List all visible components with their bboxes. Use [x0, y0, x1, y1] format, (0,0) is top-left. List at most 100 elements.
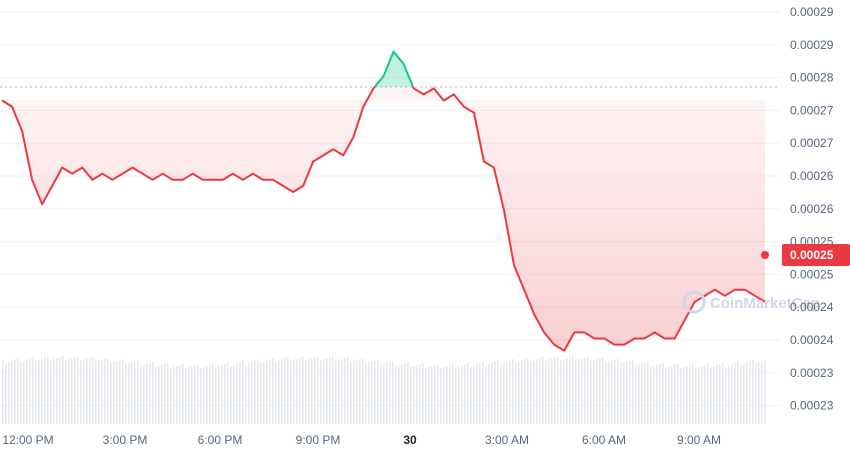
volume-bar	[551, 358, 553, 424]
volume-bar	[167, 363, 169, 424]
volume-bar	[230, 366, 232, 424]
volume-bar	[338, 359, 340, 424]
volume-bar	[497, 360, 499, 424]
volume-bar	[113, 361, 115, 424]
volume-bar	[200, 367, 202, 424]
volume-bar	[425, 367, 427, 424]
volume-bar	[503, 362, 505, 424]
volume-bar	[44, 357, 46, 424]
volume-bar	[413, 366, 415, 424]
volume-bar	[668, 366, 670, 424]
volume-bar	[239, 362, 241, 424]
volume-bar	[455, 367, 457, 424]
y-tick-label: 0.00027	[790, 136, 834, 150]
volume-bar	[299, 357, 301, 424]
volume-bar	[515, 362, 517, 424]
volume-bar	[149, 363, 151, 424]
volume-bar	[377, 360, 379, 424]
volume-bar	[437, 363, 439, 424]
volume-bar	[122, 359, 124, 424]
volume-bar	[611, 360, 613, 424]
volume-bar	[341, 358, 343, 424]
volume-bar	[395, 365, 397, 424]
volume-bar	[314, 357, 316, 424]
volume-bar	[644, 362, 646, 424]
volume-bar	[683, 366, 685, 424]
volume-bar	[623, 362, 625, 424]
x-tick-label: 30	[403, 433, 417, 447]
volume-bar	[23, 360, 25, 424]
volume-bar	[119, 360, 121, 424]
volume-bar	[488, 364, 490, 424]
volume-bar	[422, 363, 424, 424]
volume-bar	[692, 363, 694, 424]
volume-bar	[749, 361, 751, 424]
volume-bar	[281, 359, 283, 424]
volume-bar	[263, 361, 265, 424]
volume-bar	[296, 358, 298, 424]
volume-bar	[227, 362, 229, 424]
volume-bar	[17, 358, 19, 424]
volume-bar	[335, 360, 337, 424]
volume-bar	[638, 363, 640, 424]
volume-bar	[293, 359, 295, 424]
volume-bar	[365, 362, 367, 424]
volume-bar	[620, 363, 622, 424]
volume-bar	[344, 358, 346, 424]
volume-bar	[359, 359, 361, 424]
volume-bar	[332, 356, 334, 424]
volume-bar	[356, 359, 358, 424]
volume-bar	[746, 362, 748, 424]
volume-bar	[629, 361, 631, 424]
volume-bar	[713, 366, 715, 424]
volume-bar	[695, 367, 697, 424]
volume-bar	[545, 360, 547, 424]
y-axis: 0.00029 0.00029 0.00028 0.00027 0.00027 0.000…	[790, 5, 834, 413]
current-price-tag: 0.00025	[761, 244, 850, 266]
volume-bar	[566, 358, 568, 424]
volume-bar	[647, 361, 649, 424]
volume-bar	[560, 360, 562, 424]
volume-bar	[554, 357, 556, 424]
volume-bar	[290, 360, 292, 424]
volume-bar	[155, 366, 157, 424]
volume-bar	[41, 358, 43, 424]
x-tick-label: 3:00 AM	[485, 433, 529, 447]
volume-bar	[269, 359, 271, 424]
volume-bar	[59, 357, 61, 424]
volume-bar	[257, 359, 259, 424]
volume-bar	[329, 357, 331, 424]
y-tick-label: 0.00024	[790, 300, 834, 314]
volume-bar	[707, 363, 709, 424]
volume-bar	[599, 358, 601, 424]
volume-bar	[416, 365, 418, 424]
volume-bar	[740, 365, 742, 424]
volume-bar	[518, 361, 520, 424]
volume-bar	[176, 365, 178, 424]
volume-bar	[602, 357, 604, 424]
volume-bar	[80, 360, 82, 424]
volume-bar	[716, 365, 718, 424]
volume-bar	[479, 363, 481, 424]
volume-bar	[47, 356, 49, 424]
volume-bar	[542, 356, 544, 424]
volume-bar	[251, 362, 253, 424]
volume-bar	[242, 360, 244, 424]
volume-bar	[137, 361, 139, 424]
volume-bar	[593, 359, 595, 424]
volume-bar	[32, 357, 34, 424]
volume-bar	[719, 364, 721, 424]
volume-bar	[431, 365, 433, 424]
volume-bar	[29, 358, 31, 424]
volume-bar	[632, 360, 634, 424]
volume-bar	[197, 363, 199, 424]
volume-bar	[761, 361, 763, 424]
volume-bar	[203, 366, 205, 424]
y-tick-label: 0.00029	[790, 5, 834, 19]
x-tick-label: 6:00 AM	[582, 433, 626, 447]
volume-bar	[419, 364, 421, 424]
volume-bar	[524, 358, 526, 424]
volume-bar	[194, 364, 196, 424]
volume-bar	[245, 364, 247, 424]
volume-bar	[407, 362, 409, 424]
